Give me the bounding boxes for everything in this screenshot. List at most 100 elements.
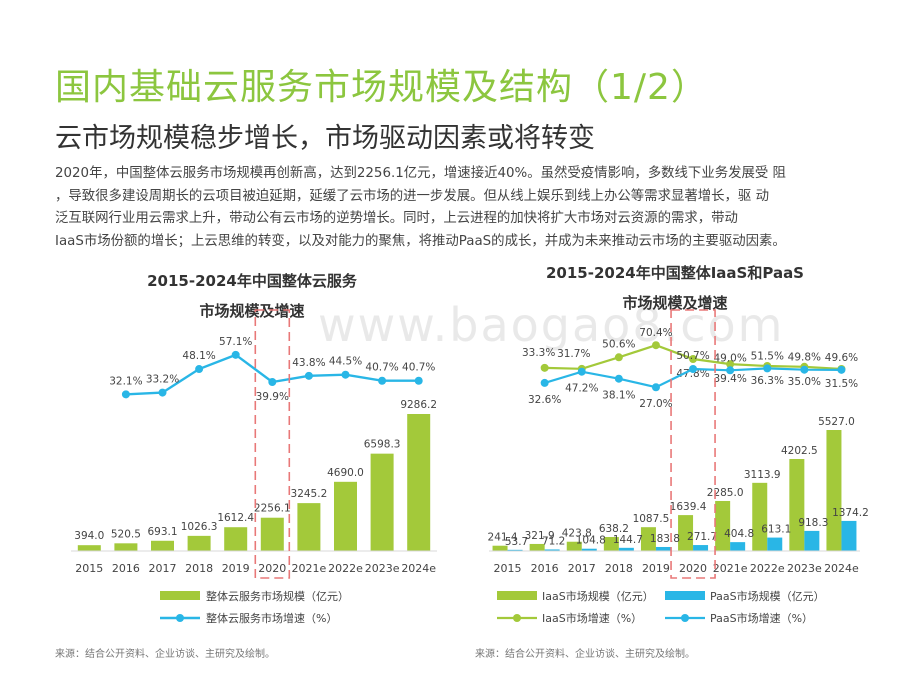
source-note-right: 来源：结合公开资料、企业访谈、主研究及绘制。 — [475, 649, 695, 660]
bar — [334, 481, 357, 551]
growth-point — [341, 370, 350, 379]
iaas-growth-label: 35.0% — [788, 376, 821, 388]
iaas-bar — [789, 458, 805, 551]
growth-label: 48.1% — [182, 350, 215, 362]
bar-value-label: 520.5 — [111, 528, 141, 540]
paas-growth-point — [800, 365, 809, 374]
iaas-bar — [566, 541, 582, 551]
bar — [260, 517, 284, 551]
body-line: 2020年，中国整体云服务市场规模再创新高，达到2256.1亿元，增速接近40%… — [55, 166, 786, 181]
iaas-growth-label: 31.5% — [825, 378, 858, 390]
legend-swatch-paas-bar — [665, 591, 705, 600]
iaas-growth-point — [726, 360, 735, 369]
x-tick-label: 2021e — [292, 562, 327, 575]
x-tick-label: 2023e — [787, 562, 822, 575]
x-tick-label: 2017 — [149, 562, 177, 575]
page-subtitle: 云市场规模稳步增长，市场驱动因素或将转变 — [55, 123, 595, 154]
bar — [151, 540, 174, 551]
iaas-growth-point — [614, 353, 623, 362]
bar-value-label: 3245.2 — [291, 488, 328, 500]
paas-bar — [581, 548, 597, 551]
iaas-growth-label: 33.3% — [522, 347, 555, 359]
iaas-growth-label: 47.8% — [676, 368, 709, 380]
chart-title: 市场规模及增速 — [199, 302, 304, 320]
growth-label: 39.9% — [256, 391, 289, 403]
growth-label: 33.2% — [146, 374, 179, 386]
paas-growth-label: 49.8% — [788, 352, 821, 364]
body-line: IaaS市场份额的增长；上云思维的转变，以及对能力的聚焦，将推动PaaS的成长，… — [55, 233, 786, 249]
chart-title: 市场规模及增速 — [622, 294, 727, 312]
growth-label: 40.7% — [402, 362, 435, 374]
iaas-growth-label: 31.7% — [557, 348, 590, 360]
bar — [224, 527, 248, 551]
body-line: ，导致很多建设周期长的云项目被迫延期，延缓了云市场的进一步发展。但从线上娱乐到线… — [55, 188, 769, 204]
chart-title: 2015-2024年中国整体IaaS和PaaS — [546, 264, 804, 282]
paas-growth-point — [726, 366, 735, 375]
iaas-bar — [678, 515, 694, 551]
x-tick-label: 2016 — [112, 562, 140, 575]
x-tick-label: 2021e — [713, 562, 748, 575]
x-tick-label: 2019 — [642, 562, 670, 575]
paas-growth-label: 51.5% — [751, 350, 784, 362]
paas-bar — [618, 547, 634, 551]
paas-value-label: 71.2 — [542, 535, 565, 547]
source-note-left: 来源：结合公开资料、企业访谈、主研究及绘制。 — [55, 649, 275, 660]
watermark: www.baogao8.com — [318, 298, 785, 352]
growth-point — [231, 350, 240, 359]
iaas-value-label: 3113.9 — [744, 469, 781, 481]
x-tick-label: 2023e — [365, 562, 400, 575]
bar — [187, 535, 211, 551]
paas-growth-point — [763, 364, 772, 373]
bar — [114, 543, 138, 551]
iaas-growth-point — [540, 363, 549, 372]
legend-swatch-marker — [513, 614, 521, 622]
paas-bar — [841, 520, 857, 551]
bar-value-label: 9286.2 — [400, 399, 437, 411]
growth-point — [304, 371, 313, 380]
paas-growth-point — [614, 374, 623, 383]
x-tick-label: 2019 — [222, 562, 250, 575]
body-paragraph: 2020年，中国整体云服务市场规模再创新高，达到2256.1亿元，增速接近40%… — [55, 163, 885, 253]
paas-bar — [804, 530, 820, 551]
paas-growth-point — [837, 365, 846, 374]
paas-growth-label: 47.2% — [565, 383, 598, 395]
legend-label: 整体云服务市场增速（%） — [206, 611, 337, 625]
legend-label: IaaS市场增速（%） — [542, 611, 642, 625]
bar-value-label: 693.1 — [147, 526, 177, 538]
iaas-growth-label: 50.6% — [602, 338, 635, 350]
iaas-bar — [492, 545, 508, 551]
growth-label: 44.5% — [329, 356, 362, 368]
bar-value-label: 2256.1 — [254, 503, 291, 515]
highlight-box-2020 — [670, 309, 716, 579]
iaas-bar — [752, 482, 768, 551]
iaas-value-label: 4202.5 — [781, 445, 818, 457]
iaas-value-label: 2285.0 — [707, 487, 744, 499]
legend-swatch-marker — [176, 614, 184, 622]
growth-label: 43.8% — [292, 357, 325, 369]
x-tick-label: 2018 — [185, 562, 213, 575]
growth-point — [195, 365, 204, 374]
paas-value-label: 271.7 — [687, 531, 717, 543]
growth-point — [414, 376, 423, 385]
paas-bar — [507, 549, 523, 551]
bar-value-label: 1026.3 — [181, 521, 218, 533]
highlight-box-2020 — [254, 309, 291, 579]
bar-value-label: 1612.4 — [217, 512, 254, 524]
x-tick-label: 2020 — [258, 562, 286, 575]
growth-label: 32.1% — [109, 375, 142, 387]
x-tick-label: 2017 — [568, 562, 596, 575]
paas-growth-label: 27.0% — [639, 398, 672, 410]
growth-label: 40.7% — [365, 362, 398, 374]
growth-label: 57.1% — [219, 336, 252, 348]
iaas-value-label: 638.2 — [599, 523, 629, 535]
paas-growth-point — [689, 365, 698, 373]
bar — [407, 414, 431, 551]
growth-point — [121, 390, 130, 399]
paas-growth-point — [651, 383, 660, 392]
iaas-growth-label: 70.4% — [639, 327, 672, 339]
growth-point — [378, 376, 387, 385]
paas-bar — [767, 537, 783, 551]
iaas-growth-label: 39.4% — [713, 373, 746, 385]
paas-growth-label: 38.1% — [602, 390, 635, 402]
